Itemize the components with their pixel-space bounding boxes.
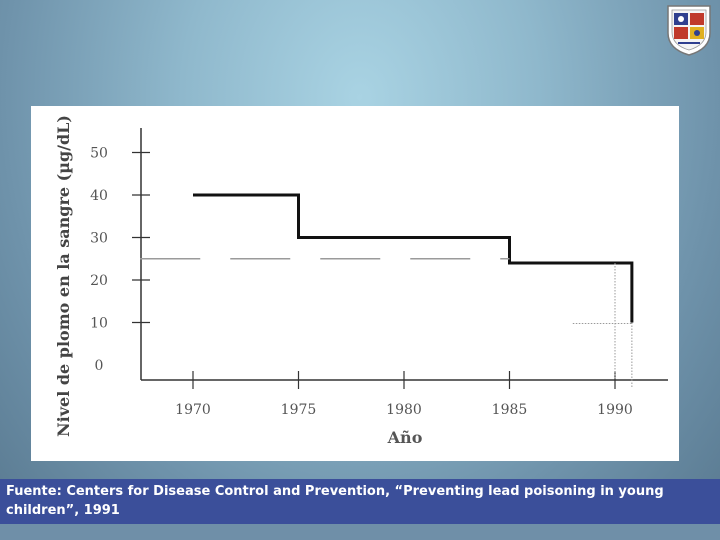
y-tick-label-20: 20 bbox=[90, 273, 108, 289]
y-tick-label-30: 30 bbox=[90, 231, 108, 247]
x-axis-title: Año bbox=[387, 428, 423, 447]
bottom-strip bbox=[0, 524, 720, 540]
y-tick-label-40: 40 bbox=[90, 188, 108, 204]
x-tick-label-1990: 1990 bbox=[597, 402, 633, 418]
blood-lead-threshold-line bbox=[193, 193, 634, 323]
x-tick-label-1970: 1970 bbox=[175, 402, 211, 418]
x-tick-label-1975: 1975 bbox=[281, 402, 317, 418]
chart-panel: 0 10 20 30 40 50 1970 1975 1980 1985 1990 Año Nivel … bbox=[31, 106, 679, 461]
y-tick-label-10: 10 bbox=[90, 316, 108, 332]
source-caption: Fuente: Centers for Disease Control and … bbox=[0, 479, 720, 524]
y-axis-title: Nivel de plomo en la sangre (µg/dL) bbox=[54, 115, 73, 437]
y-tick-label-0: 0 bbox=[95, 358, 104, 374]
x-tick-label-1980: 1980 bbox=[386, 402, 422, 418]
y-tick-label-50: 50 bbox=[90, 146, 108, 162]
lead-level-chart: 0 10 20 30 40 50 1970 1975 1980 1985 1990 Año Nivel … bbox=[54, 115, 668, 447]
x-tick-label-1985: 1985 bbox=[492, 402, 528, 418]
university-seal-icon bbox=[662, 3, 716, 57]
